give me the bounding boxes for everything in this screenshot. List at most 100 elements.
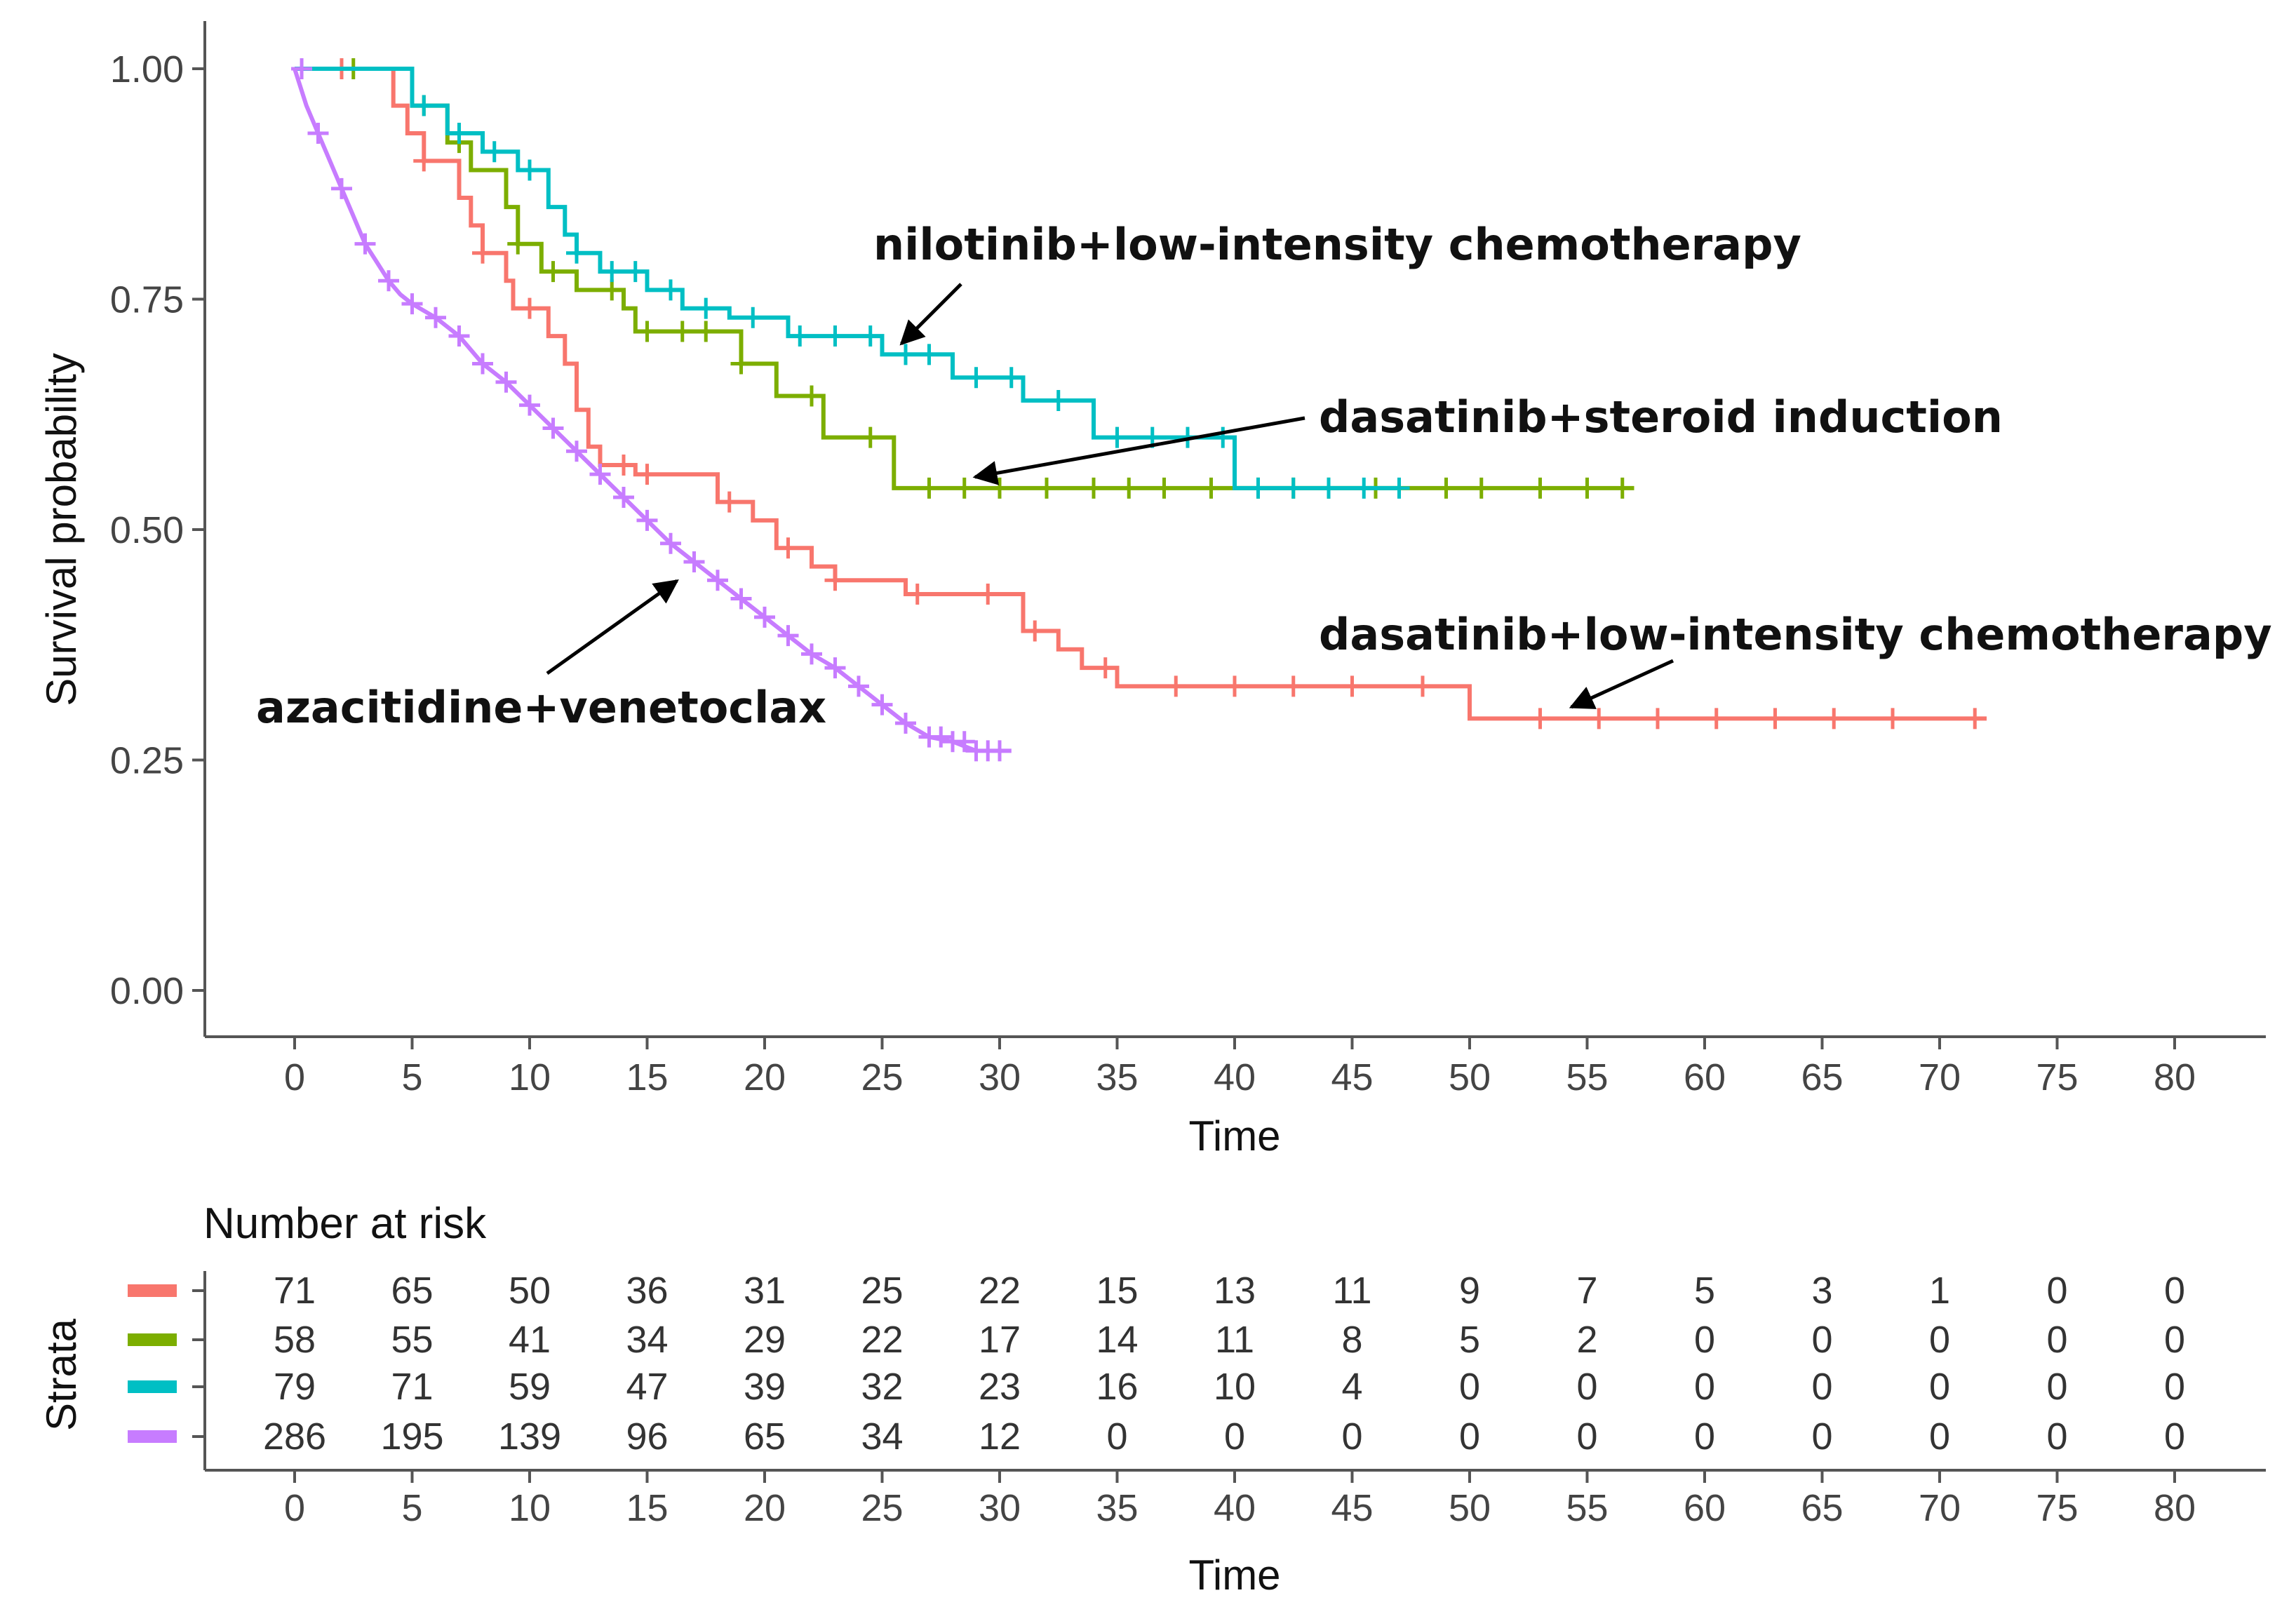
censor-mark [742,307,764,328]
censor-mark [695,321,717,342]
censor-mark [1036,477,1057,499]
censor-mark [413,150,435,172]
censor-mark [589,464,611,485]
series-3 [291,58,1012,762]
risk-count: 71 [274,1270,316,1312]
risk-count: 0 [1576,1416,1597,1458]
risk-x-tick-label: 80 [2154,1487,2196,1529]
risk-count: 5 [1459,1319,1480,1361]
risk-count: 8 [1341,1319,1362,1361]
censor-mark [542,261,564,283]
risk-count: 0 [1224,1416,1245,1458]
censor-mark [1388,477,1410,499]
censor-mark [1224,675,1245,697]
risk-y-axis-title: Strata [38,1318,85,1431]
censor-mark [1282,675,1304,697]
censor-mark [519,394,540,416]
risk-x-tick-label: 15 [626,1487,668,1529]
risk-count: 36 [626,1270,668,1312]
risk-count: 195 [380,1416,443,1458]
risk-count: 0 [1459,1366,1480,1408]
censor-mark [613,455,634,476]
risk-x-tick-label: 5 [401,1487,422,1529]
risk-count: 0 [2046,1270,2067,1312]
x-tick-label: 0 [284,1056,305,1098]
risk-count: 15 [1096,1270,1138,1312]
risk-count: 0 [1694,1319,1715,1361]
censor-mark [824,657,846,679]
censor-mark [906,583,928,605]
censor-mark [1529,708,1551,729]
censor-mark [730,588,752,610]
risk-count: 0 [1576,1366,1597,1408]
plot-annotations: nilotinib+low-intensity chemotherapy dasa… [256,219,2272,733]
censor-mark [824,325,846,347]
censor-mark [1353,477,1375,499]
annotation-0: nilotinib+low-intensity chemotherapy [873,219,1801,346]
risk-count: 58 [274,1319,316,1361]
censor-mark [1435,477,1457,499]
censor-mark [1083,477,1104,499]
risk-count: 286 [263,1416,326,1458]
risk-count: 29 [744,1319,786,1361]
risk-count: 3 [1811,1270,1832,1312]
strata-color-key [128,1430,177,1443]
risk-count: 32 [861,1366,903,1408]
risk-count: 0 [1106,1416,1127,1458]
censor-mark [1094,657,1116,679]
plot-axes: 0.00 0.25 0.50 0.75 1.00 0 5 10 15 20 25 30 35 40 45 50… [38,21,2266,1159]
censor-mark [707,570,728,591]
censor-mark [695,297,717,319]
censor-mark [989,740,1010,762]
x-tick-label: 20 [744,1056,786,1098]
censor-mark [1964,708,1986,729]
x-tick-label: 65 [1801,1056,1843,1098]
risk-count: 47 [626,1366,668,1408]
risk-x-tick-label: 65 [1801,1487,1843,1529]
risk-count: 0 [2164,1270,2185,1312]
annotation-label: nilotinib+low-intensity chemotherapy [873,219,1801,270]
annotation-arrow [1569,659,1674,709]
risk-count: 25 [861,1270,903,1312]
survival-curve [293,68,1012,753]
risk-count: 0 [1694,1366,1715,1408]
annotation-3: azacitidine+venetoclax [256,579,826,733]
censor-mark [1764,708,1786,729]
censor-mark [953,731,975,753]
censor-mark [1529,477,1551,499]
risk-count: 17 [979,1319,1021,1361]
risk-count: 0 [2164,1319,2185,1361]
censor-mark [977,583,999,605]
risk-count: 7 [1576,1270,1597,1312]
censor-mark [636,321,658,342]
risk-count: 0 [2164,1416,2185,1458]
censor-mark [1576,477,1598,499]
risk-x-tick-label: 20 [744,1487,786,1529]
x-tick-label: 40 [1214,1056,1256,1098]
risk-x-tick-label: 45 [1331,1487,1373,1529]
risk-x-tick-label: 40 [1214,1487,1256,1529]
censor-mark [1412,675,1433,697]
censor-mark [1165,675,1187,697]
series-2 [295,67,1410,499]
censor-mark [1212,426,1234,448]
censor-mark [566,441,587,462]
risk-x-tick-label: 10 [509,1487,551,1529]
risk-x-tick-label: 50 [1449,1487,1491,1529]
censor-mark [507,233,529,255]
risk-count: 23 [979,1366,1021,1408]
censor-mark [472,242,493,264]
y-tick-label: 0.00 [110,970,184,1012]
risk-count: 22 [861,1319,903,1361]
y-tick-label: 0.50 [110,509,184,551]
risk-count: 11 [1332,1270,1371,1312]
censor-mark [1647,708,1668,729]
x-tick-label: 75 [2036,1056,2078,1098]
censor-mark [601,261,623,283]
censor-mark [871,694,893,715]
risk-count: 34 [861,1416,903,1458]
censor-mark [542,417,564,439]
y-tick-label: 1.00 [110,48,184,90]
